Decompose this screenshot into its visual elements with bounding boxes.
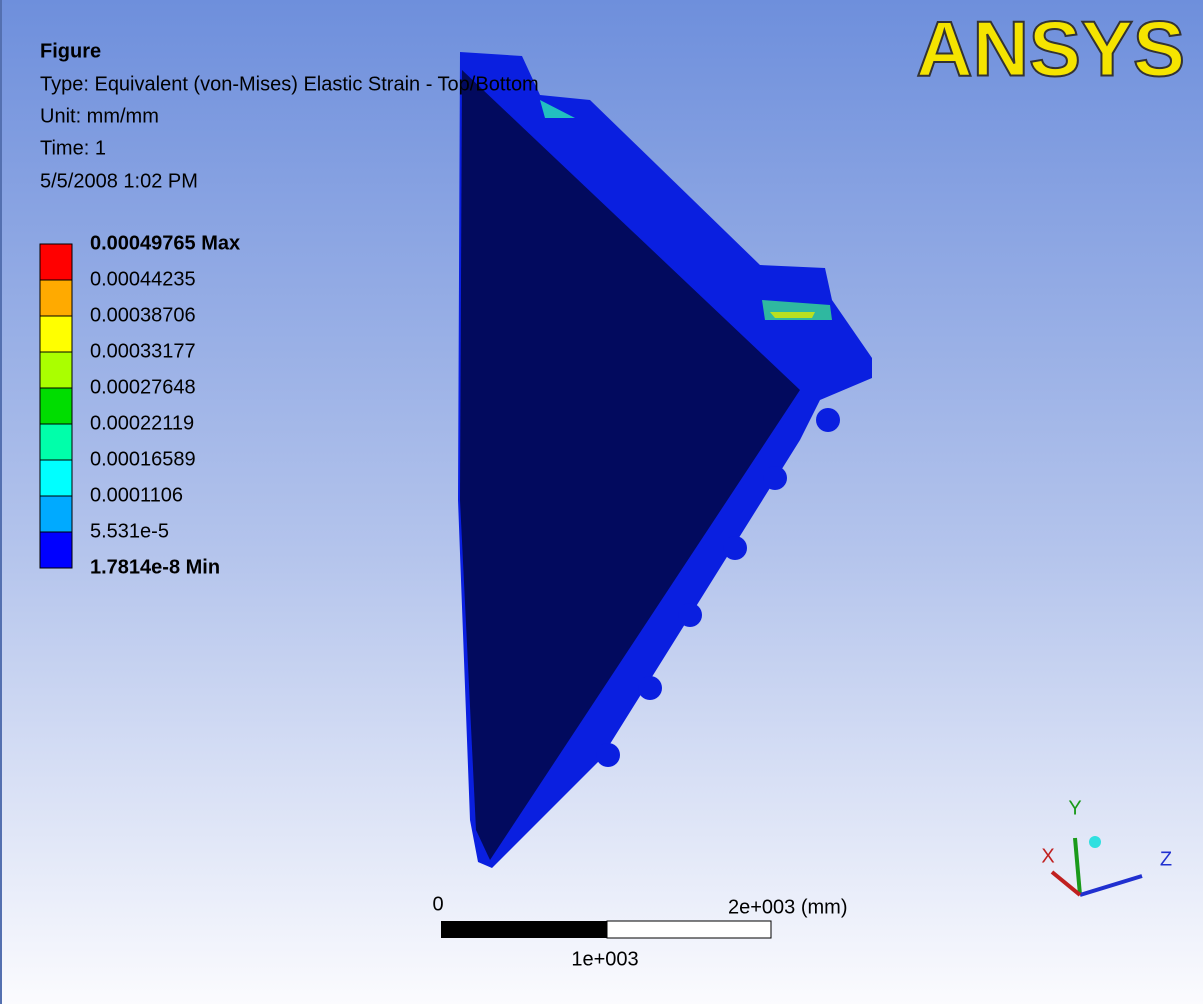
logo: ANSYS [916, 5, 1185, 93]
legend-swatch [39, 279, 73, 317]
legend-swatch [39, 459, 73, 497]
legend-swatch [39, 495, 73, 533]
scale-bar-dark [441, 921, 607, 938]
triad-y [1073, 837, 1082, 896]
legend-swatch [39, 531, 73, 569]
legend-label: 0.0001106 [90, 484, 183, 506]
legend-label: 0.00027648 [90, 376, 196, 398]
result-type: Type: Equivalent (von-Mises) Elastic Str… [40, 73, 539, 95]
legend-swatch [39, 351, 73, 389]
axis-triad: Y X Z [1041, 797, 1172, 897]
legend-swatch [39, 243, 73, 281]
legend-label: 0.00049765 Max [90, 232, 240, 254]
scale-bar-light [606, 920, 772, 939]
triad-ball [1089, 836, 1101, 848]
legend: 0.00049765 Max 0.00044235 0.00038706 0.0003… [39, 232, 240, 578]
figure-title: Figure [40, 40, 101, 62]
scale-start: 0 [432, 893, 443, 915]
bolts [596, 408, 840, 767]
legend-label: 0.00044235 [90, 268, 196, 290]
triad-x-label: X [1041, 845, 1054, 867]
triad-y-label: Y [1068, 797, 1081, 819]
legend-swatch [39, 423, 73, 461]
scale-end: 2e+003 (mm) [728, 896, 848, 918]
scale-middle: 1e+003 [571, 948, 638, 970]
legend-label: 0.00022119 [90, 412, 194, 434]
scale-bar: 0 2e+003 (mm) 1e+003 [432, 893, 847, 970]
hotspot [540, 100, 575, 118]
legend-label: 0.00033177 [90, 340, 196, 362]
legend-label: 0.00016589 [90, 448, 196, 470]
result-time: Time: 1 [40, 137, 106, 159]
triad-z-label: Z [1160, 848, 1172, 870]
legend-label: 1.7814e-8 Min [90, 556, 220, 578]
legend-swatch [39, 315, 73, 353]
triad-z [1079, 874, 1143, 897]
hotspot [770, 312, 815, 318]
model-face [460, 70, 800, 860]
triad-x [1050, 870, 1082, 897]
model [458, 52, 872, 868]
legend-swatch [39, 387, 73, 425]
result-unit: Unit: mm/mm [40, 105, 159, 127]
legend-label: 0.00038706 [90, 304, 196, 326]
legend-label: 5.531e-5 [90, 520, 169, 542]
result-date: 5/5/2008 1:02 PM [40, 170, 198, 192]
